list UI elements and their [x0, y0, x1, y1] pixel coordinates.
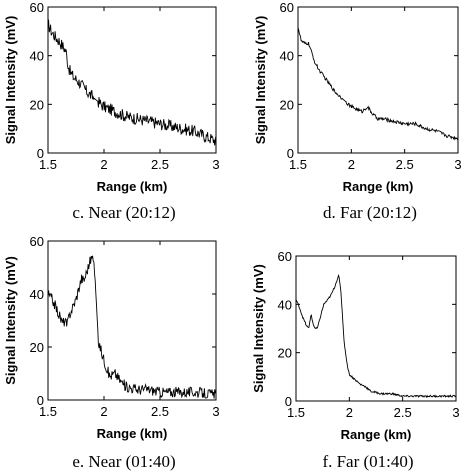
x-tick-label: 2.5: [394, 405, 412, 420]
panel-caption: c. Near (20:12): [72, 203, 175, 222]
y-tick-label: 0: [37, 146, 44, 161]
plot-frame: [47, 6, 217, 154]
x-tick-label: 3: [212, 157, 219, 172]
y-tick-label: 60: [278, 249, 292, 264]
y-tick-label: 0: [285, 394, 292, 409]
chart-panel: 1.5 2 2.5 3 0 20 40 60 Range (km) Signal Intensit…: [251, 249, 460, 471]
y-tick-label: 20: [30, 340, 44, 355]
x-axis-label: Range (km): [341, 427, 412, 442]
y-tick-label: 60: [30, 234, 44, 249]
y-tick-label: 0: [37, 393, 44, 408]
series-line: [295, 273, 457, 399]
y-tick-label: 40: [30, 49, 44, 64]
x-tick-label: 1.5: [287, 405, 305, 420]
x-tick-label: 2.5: [151, 404, 169, 419]
panel-caption: f. Far (01:40): [322, 452, 413, 471]
y-tick-label: 20: [278, 346, 292, 361]
x-tick-label: 2: [100, 404, 107, 419]
y-tick-label: 40: [280, 49, 294, 64]
x-axis-label: Range (km): [97, 426, 168, 441]
panel-caption: d. Far (20:12): [323, 203, 417, 222]
plot-frame: [297, 6, 459, 154]
plot-frame: [295, 255, 457, 402]
panel-caption: e. Near (01:40): [72, 452, 175, 471]
y-axis-label: Signal Intensity (mV): [251, 264, 266, 393]
chart-panel: 1.5 2 2.5 3 0 20 40 60 Range (km) Signal Intensit…: [253, 0, 462, 222]
y-tick-label: 40: [278, 297, 292, 312]
x-tick-label: 1.5: [39, 404, 57, 419]
y-tick-label: 20: [30, 97, 44, 112]
y-tick-label: 60: [30, 0, 44, 15]
x-axis-label: Range (km): [343, 179, 414, 194]
y-tick-label: 0: [287, 146, 294, 161]
chart-panel: 1.5 2 2.5 3 0 20 40 60 Range (km) Signal Intensit…: [3, 0, 220, 222]
x-tick-label: 1.5: [39, 157, 57, 172]
x-tick-label: 2: [100, 157, 107, 172]
y-axis-label: Signal Intensity (mV): [253, 16, 268, 145]
x-axis-label: Range (km): [97, 179, 168, 194]
series-line: [297, 27, 459, 141]
x-tick-label: 3: [452, 405, 459, 420]
x-tick-label: 2.5: [396, 157, 414, 172]
series-line: [47, 255, 217, 399]
x-tick-label: 2.5: [151, 157, 169, 172]
y-tick-label: 20: [280, 97, 294, 112]
x-tick-label: 3: [212, 404, 219, 419]
x-tick-label: 2: [348, 157, 355, 172]
x-tick-label: 1.5: [289, 157, 307, 172]
x-tick-label: 2: [346, 405, 353, 420]
y-axis-label: Signal Intensity (mV): [3, 256, 18, 385]
y-axis-label: Signal Intensity (mV): [3, 16, 18, 145]
y-tick-label: 60: [280, 0, 294, 15]
x-tick-label: 3: [454, 157, 461, 172]
chart-panel: 1.5 2 2.5 3 0 20 40 60 Range (km) Signal Intensit…: [3, 234, 220, 471]
series-line: [47, 19, 217, 146]
plot-frame: [47, 240, 217, 401]
y-tick-label: 40: [30, 287, 44, 302]
